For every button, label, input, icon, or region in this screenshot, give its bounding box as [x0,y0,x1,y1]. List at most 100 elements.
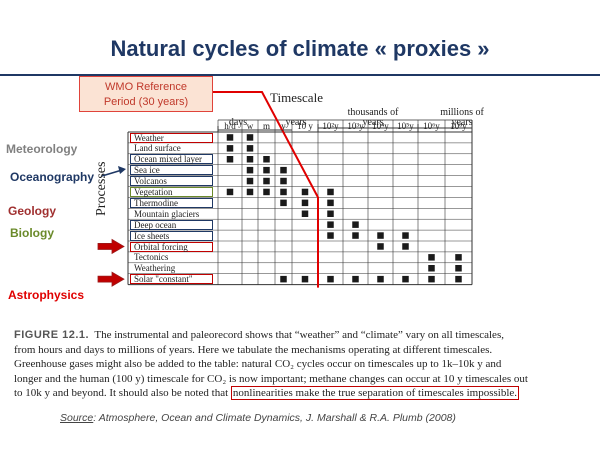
timescale-mark [327,199,334,207]
column-header: h/d [224,121,236,131]
process-label: Volcanos [130,176,213,187]
process-label: Weathering [134,263,176,274]
process-label: Ocean mixed layer [130,154,213,165]
source-label: Source [60,412,94,424]
column-header: y [281,121,286,131]
timescale-mark [246,166,254,174]
category-meteorology: Meteorology [6,142,78,156]
caption-line2: from hours and days to millions of years… [14,343,493,356]
timescale-mark [327,210,334,217]
caption-line4: longer and the human (100 y) timescale f… [14,372,528,385]
timescale-grid [97,91,473,288]
column-header: 10²y [322,121,339,131]
process-label: Vegetation [130,187,213,197]
group-millions-years: years [451,117,473,128]
timescale-mark [402,275,409,283]
group-days: days [228,117,248,128]
timescale-mark [246,188,254,196]
source-text: : Atmosphere, Ocean and Climate Dynamics… [93,412,456,424]
process-label: Tectonics [134,252,169,263]
timescale-mark [455,275,462,283]
category-geology: Geology [8,204,57,218]
caption-line5a: to 10k y and beyond. It should also be n… [14,387,229,399]
column-header: 10⁸y [450,121,467,131]
column-header: w [246,121,254,131]
timescale-mark [352,232,359,239]
process-label: Thermodine [130,197,213,208]
slide-title: Natural cycles of climate « proxies » [110,36,490,61]
timescale-mark [263,156,270,163]
red-arrow-icon [97,271,125,287]
column-header: 10 y [297,121,313,131]
process-label: Deep ocean [130,219,213,230]
timescale-mark [226,188,234,196]
timescale-mark [301,275,309,283]
source-citation: Source: Atmosphere, Ocean and Climate Dy… [60,412,456,424]
timescale-mark [352,275,359,283]
timescale-mark [327,275,334,283]
oceanography-arrowhead-icon [118,166,126,174]
group-millions: millions of [440,107,484,118]
timescale-mark [327,232,334,239]
timescale-mark [226,134,234,141]
caption-line3: Greenhouse gases might also be added to … [14,358,502,370]
group-thousands-years: years [362,117,384,128]
timescale-mark [280,177,287,185]
timescale-mark [246,156,254,163]
timescale-mark [428,265,435,272]
process-label: Sea ice [130,165,213,176]
timescale-mark [246,145,254,152]
caption-line1: The instrumental and paleorecord shows t… [94,329,504,341]
timescale-mark [280,199,287,207]
timescale-mark [246,177,254,185]
timescale-mark [226,156,234,163]
timescale-mark [263,188,270,196]
timescale-mark [428,254,435,261]
title-divider [0,74,600,76]
timescale-mark [226,145,234,152]
column-header: 10⁶y [423,121,440,131]
timescale-mark [301,199,309,207]
process-label: Orbital forcing [130,241,213,252]
red-arrow-icon [97,238,125,255]
timescale-mark [352,221,359,228]
timescale-mark [402,232,409,239]
timescale-mark [280,275,287,283]
timescale-mark [263,166,270,174]
timescale-mark [280,166,287,174]
column-header: 10³y [347,121,364,131]
wmo-callout-line1: WMO Reference [105,81,187,93]
process-label: Ice sheets [130,230,213,241]
timescale-mark [428,275,435,283]
timescale-mark [455,254,462,261]
wmo-callout: WMO Reference Period (30 years) [79,76,213,112]
timescale-mark [263,177,270,185]
column-header: 10⁴y [372,121,389,131]
category-biology: Biology [10,226,54,240]
process-label: Weather [130,132,213,143]
oceanography-arrow-icon [101,169,123,177]
timescale-label: Timescale [270,90,323,105]
column-header: 10⁵y [397,121,414,131]
timescale-mark [301,188,309,196]
process-label: Solar "constant" [130,274,213,285]
category-oceanography: Oceanography [10,170,95,184]
figure-caption: FIGURE 12.1. The instrumental and paleor… [14,328,594,401]
timescale-mark [327,188,334,196]
caption-highlight: nonlinearities make the true separation … [230,386,520,400]
group-thousands: thousands of [347,107,399,118]
timescale-mark [377,232,384,239]
timescale-mark [377,243,384,250]
timescale-mark [280,188,287,196]
column-header: m [262,121,270,131]
wmo-connector-line [213,91,319,288]
timescale-mark [246,134,254,141]
figure-label: FIGURE 12.1. [14,329,90,341]
timescale-mark [301,210,309,217]
group-years: years [285,117,307,128]
category-astrophysics: Astrophysics [8,288,85,302]
process-label: Land surface [134,143,181,154]
timescale-mark [377,275,384,283]
wmo-callout-line2: Period (30 years) [103,96,189,108]
timescale-mark [455,265,462,272]
